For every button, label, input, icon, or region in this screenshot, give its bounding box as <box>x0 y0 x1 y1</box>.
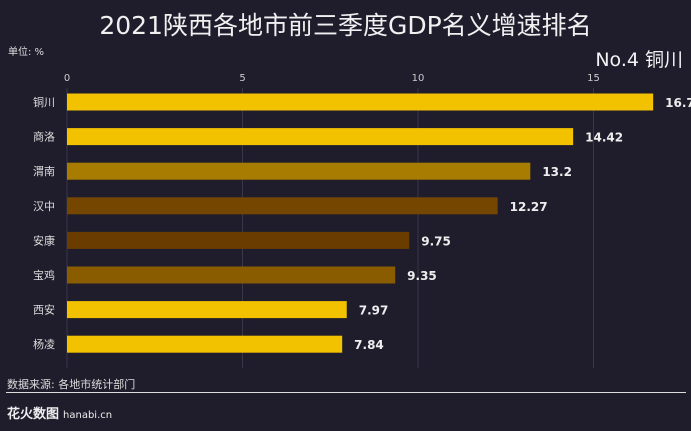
highlight-label: No.4 铜川 <box>595 49 683 71</box>
brand-name: 花火数图 <box>7 407 60 422</box>
brand-logo: 花火数图 hanabi.cn <box>7 403 112 422</box>
value-label: 12.27 <box>510 200 548 214</box>
bar <box>67 197 498 215</box>
value-label: 16.7 <box>665 96 691 110</box>
category-label: 宝鸡 <box>33 268 55 282</box>
divider <box>6 392 686 393</box>
bar <box>67 93 654 111</box>
value-label: 9.35 <box>407 269 437 283</box>
category-label: 安康 <box>33 233 55 247</box>
brand-site: hanabi.cn <box>63 410 113 421</box>
value-label: 13.2 <box>542 165 572 179</box>
x-tick-label: 5 <box>239 73 245 84</box>
x-tick-label: 10 <box>412 73 425 84</box>
bar <box>67 266 396 284</box>
value-label: 7.97 <box>359 304 389 318</box>
category-label: 杨凌 <box>33 337 55 351</box>
category-label: 汉中 <box>33 200 55 213</box>
bar <box>67 301 347 319</box>
bar <box>67 231 410 249</box>
x-tick-label: 15 <box>587 73 600 84</box>
category-label: 渭南 <box>33 165 55 178</box>
category-label: 商洛 <box>33 130 55 144</box>
category-label: 铜川 <box>33 95 55 109</box>
chart-title: 2021陕西各地市前三季度GDP名义增速排名 <box>99 11 592 40</box>
x-tick-label: 0 <box>64 73 70 84</box>
unit-label: 单位: % <box>8 47 45 58</box>
category-label: 西安 <box>33 303 55 317</box>
bar <box>67 128 574 146</box>
bar <box>67 162 531 180</box>
source-note: 数据来源: 各地市统计部门 <box>7 378 136 391</box>
value-label: 9.75 <box>421 234 451 248</box>
bar <box>67 335 343 353</box>
value-label: 14.42 <box>585 131 623 145</box>
value-label: 7.84 <box>354 338 384 352</box>
